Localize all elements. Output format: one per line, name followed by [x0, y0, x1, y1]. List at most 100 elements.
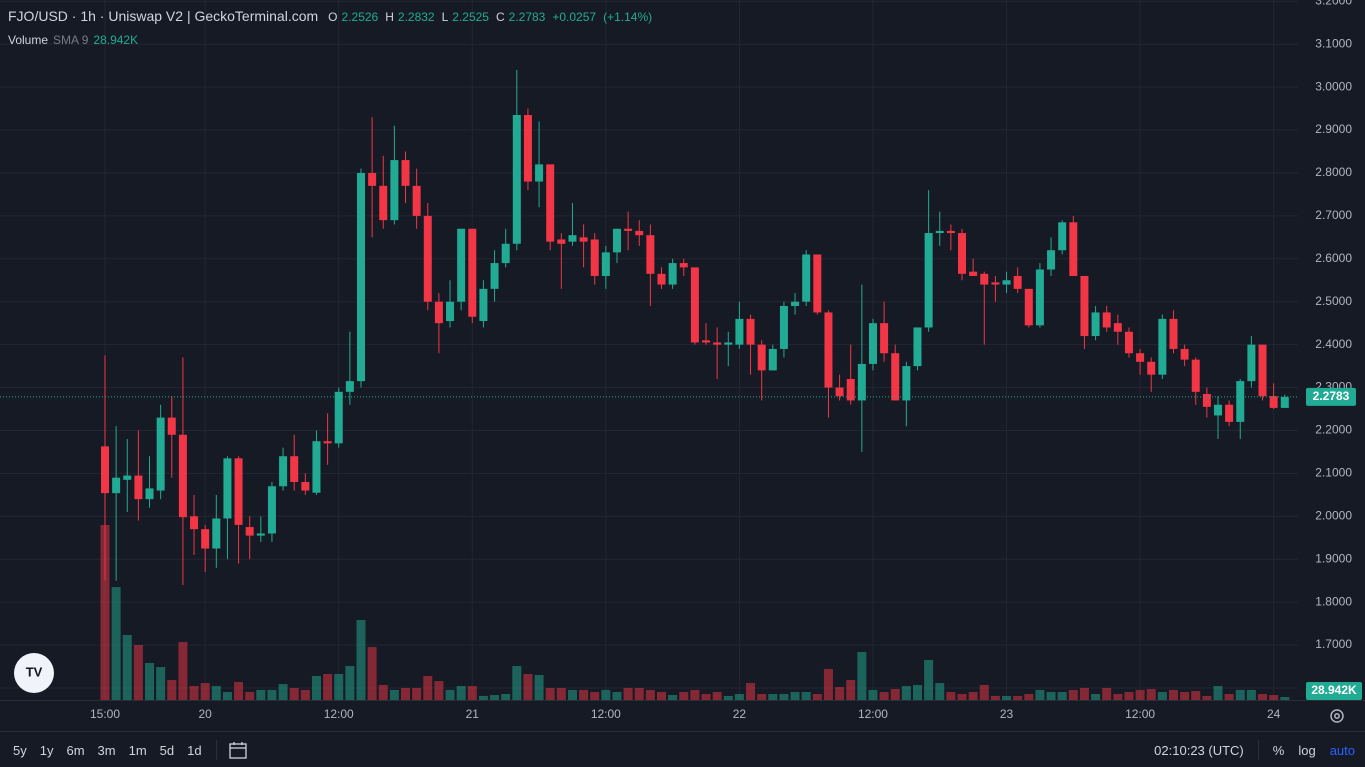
candle-body [813, 254, 822, 313]
change-pct: (+1.14%) [603, 10, 653, 24]
symbol-title: FJO/USD · 1h · Uniswap V2 | GeckoTermina… [8, 8, 319, 24]
separator [215, 740, 217, 760]
date-range-icon[interactable] [227, 740, 249, 760]
volume-bar [378, 684, 388, 700]
volume-bar [1235, 689, 1245, 700]
y-tick-label: 1.8000 [1315, 594, 1352, 608]
percent-toggle[interactable]: % [1272, 742, 1285, 758]
volume-bar [189, 686, 199, 700]
volume-bar [1057, 692, 1067, 700]
volume-bar [467, 686, 477, 700]
range-button[interactable]: 1y [39, 742, 54, 758]
candle-body [1035, 269, 1044, 326]
log-toggle[interactable]: log [1298, 742, 1316, 758]
volume-tag [1306, 682, 1362, 700]
auto-toggle[interactable]: auto [1329, 742, 1355, 758]
candle-body [590, 239, 599, 276]
range-button[interactable]: 1d [187, 742, 202, 758]
volume-bar [523, 673, 533, 700]
volume-bar [757, 693, 767, 700]
y-tick-label: 2.1000 [1315, 466, 1352, 480]
candle-body [368, 172, 377, 186]
candle-body [267, 486, 276, 534]
volume-bar [311, 675, 321, 700]
candle-body [668, 263, 677, 285]
x-tick-label: 12:00 [858, 707, 888, 721]
candle-body [1158, 318, 1167, 375]
volume-bar [501, 693, 511, 700]
volume-bar [234, 681, 244, 700]
volume-bar [267, 689, 277, 700]
candle-body [857, 363, 866, 401]
volume-bar [723, 695, 733, 700]
volume-bar [345, 666, 355, 700]
volume-bar [222, 692, 232, 700]
y-tick-label: 2.2000 [1315, 423, 1352, 437]
volume-bar [100, 525, 110, 700]
candle-body [779, 306, 788, 349]
ohlc-key: L [441, 10, 449, 24]
toolbar: 5y 1y 6m 3m 1m 5d 1d 02:10:23 (UTC) % lo… [0, 731, 1365, 767]
clock: 02:10:23 (UTC) [1154, 742, 1244, 758]
candle-body [401, 160, 410, 186]
volume-bar [1035, 689, 1045, 700]
candle-body [735, 318, 744, 345]
volume-bar [434, 681, 444, 700]
range-button[interactable]: 3m [97, 742, 116, 758]
settings-icon[interactable] [1330, 709, 1344, 723]
volume-bar [990, 695, 1000, 700]
candle-body [557, 239, 566, 244]
candle-body [1225, 404, 1234, 422]
candle-body [290, 456, 299, 482]
x-tick-label: 12:00 [324, 707, 354, 721]
separator [1257, 740, 1259, 760]
candle-body [1013, 275, 1022, 289]
volume-bar [256, 689, 266, 700]
volume-bar [401, 687, 411, 700]
volume-bar [868, 689, 878, 700]
candle-body [312, 441, 321, 493]
volume-bar [133, 644, 143, 700]
tv-logo[interactable] [14, 653, 54, 693]
x-tick-label: 15:00 [90, 707, 120, 721]
y-tick-label: 2.6000 [1315, 251, 1352, 265]
candle-body [457, 228, 466, 302]
candle-body [924, 233, 933, 328]
candle-body [535, 164, 544, 182]
axes: 1.60001.70001.80001.90002.00002.10002.20… [0, 0, 1365, 721]
range-button[interactable]: 5y [13, 742, 27, 758]
volume-bar [879, 692, 889, 700]
volume-bar [690, 689, 700, 700]
candle-body [868, 323, 877, 364]
volume-bar [924, 660, 934, 700]
candle-body [479, 288, 488, 322]
candle-body [824, 312, 833, 388]
range-button[interactable]: 1m [128, 742, 147, 758]
volume-bar [211, 686, 221, 700]
ohlc-key: H [385, 10, 394, 24]
candle-body [1169, 318, 1178, 349]
volume-bar [334, 673, 344, 700]
volume-bar [111, 587, 121, 700]
volume-bar [846, 680, 856, 700]
volume-bar [634, 687, 644, 700]
volume-bar [412, 687, 422, 700]
candle-body [1136, 353, 1145, 362]
candle-body [612, 228, 621, 253]
y-tick-label: 1.9000 [1315, 551, 1352, 565]
volume-bar [289, 687, 299, 700]
range-button[interactable]: 5d [159, 742, 175, 758]
candle-body [902, 366, 911, 401]
volume-bar [278, 684, 288, 700]
volume-bar [768, 693, 778, 700]
candle-body [390, 160, 399, 221]
volume-bar [1224, 693, 1234, 700]
change: +0.0257 [552, 10, 597, 24]
volume-bar [245, 692, 255, 700]
range-button[interactable]: 6m [66, 742, 85, 758]
volume-bar [890, 689, 900, 700]
volume-bar [668, 695, 678, 700]
ohlc-key: O [328, 10, 338, 24]
candle-body [212, 518, 221, 549]
volume-bar [734, 693, 744, 700]
